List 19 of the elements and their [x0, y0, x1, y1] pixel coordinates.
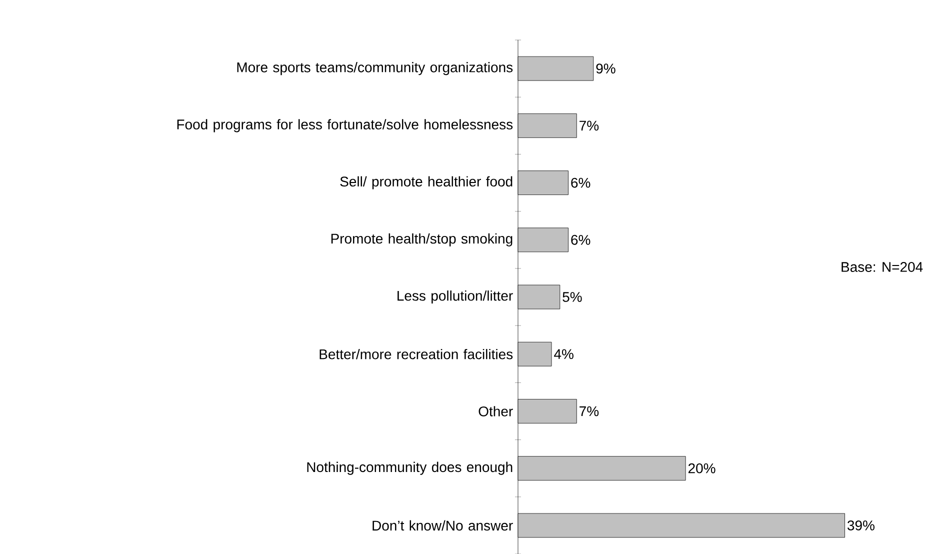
data-label: 20% — [688, 463, 716, 474]
data-label: 9% — [596, 64, 616, 74]
y-tick-label: Don’t know/No answer — [372, 520, 513, 530]
data-label: 6% — [571, 234, 590, 245]
data-label: 5% — [562, 292, 582, 302]
data-label: 39% — [848, 520, 874, 530]
annotation: Base: N=204 — [842, 262, 923, 272]
y-tick-label: Sell/ promote healthier food — [340, 176, 512, 190]
data-label: 7% — [580, 406, 599, 416]
data-label: 6% — [571, 178, 590, 188]
y-tick-label: Food programs for less fortunate/solve homelessness — [177, 119, 513, 132]
y-tick-label: Less pollution/litter — [398, 290, 513, 304]
y-tick-label: Nothing-community does enough — [307, 462, 512, 475]
y-tick-label: More sports teams/community organizations — [237, 62, 513, 75]
y-tick-label: Other — [478, 406, 513, 416]
data-label: 4% — [554, 349, 574, 359]
y-tick-label: Promote health/stop smoking — [331, 233, 512, 246]
data-label: 7% — [580, 120, 599, 130]
y-tick-label: Better/more recreation facilities — [320, 348, 513, 360]
